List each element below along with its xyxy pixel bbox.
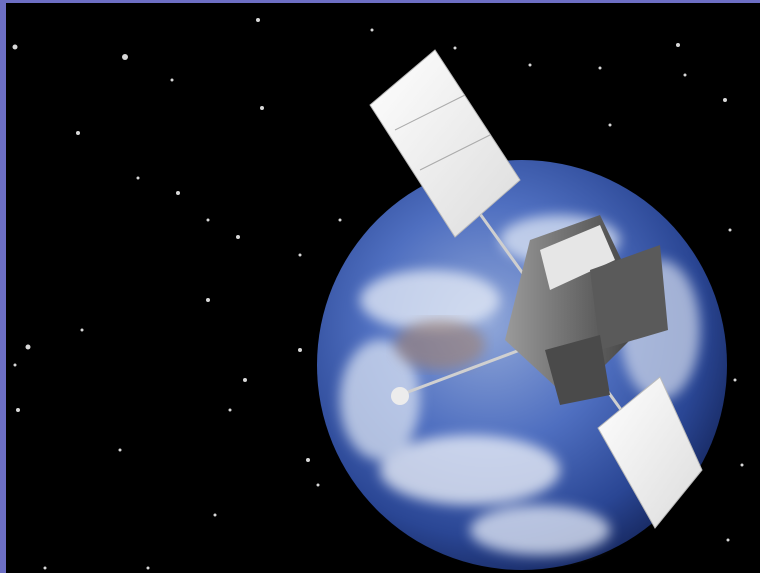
star xyxy=(16,408,20,412)
cloud xyxy=(380,435,560,505)
cloud xyxy=(340,340,420,460)
star xyxy=(176,191,180,195)
star xyxy=(136,176,140,180)
star xyxy=(683,73,687,77)
body-highlight xyxy=(540,225,615,290)
antenna-dish xyxy=(391,387,409,405)
star xyxy=(298,253,302,257)
star xyxy=(608,123,612,127)
star xyxy=(206,298,210,302)
solar-panel-top xyxy=(369,49,521,238)
star xyxy=(726,538,730,542)
star xyxy=(528,63,532,67)
border-left xyxy=(0,0,6,573)
star xyxy=(733,378,737,382)
star xyxy=(256,18,260,22)
cloud xyxy=(470,505,610,555)
star xyxy=(228,408,232,412)
solar-panel-bottom xyxy=(597,376,703,529)
star xyxy=(118,448,122,452)
star xyxy=(43,566,47,570)
star xyxy=(370,28,374,32)
star xyxy=(80,328,84,332)
border-top xyxy=(0,0,760,3)
panel-line xyxy=(419,134,491,171)
star xyxy=(236,235,240,239)
star xyxy=(316,483,320,487)
star xyxy=(122,54,128,60)
panel-line xyxy=(394,94,466,131)
star xyxy=(13,363,17,367)
star xyxy=(723,98,727,102)
star xyxy=(338,218,342,222)
cloud xyxy=(360,270,500,330)
star xyxy=(298,348,302,352)
star xyxy=(728,228,732,232)
land xyxy=(395,320,485,370)
star xyxy=(170,78,174,82)
star xyxy=(25,344,31,350)
body-shadow xyxy=(590,245,668,350)
body-module xyxy=(545,335,610,405)
star xyxy=(146,566,150,570)
star xyxy=(12,44,18,50)
satellite xyxy=(369,49,703,529)
star xyxy=(243,378,247,382)
star xyxy=(598,66,602,70)
star xyxy=(206,218,210,222)
star xyxy=(260,106,264,110)
star xyxy=(306,458,310,462)
star xyxy=(76,131,80,135)
star xyxy=(740,463,744,467)
star xyxy=(213,513,217,517)
stars xyxy=(12,18,744,570)
star xyxy=(676,43,680,47)
satellite-body xyxy=(505,215,650,400)
star xyxy=(453,46,457,50)
antenna-arm xyxy=(399,348,521,397)
